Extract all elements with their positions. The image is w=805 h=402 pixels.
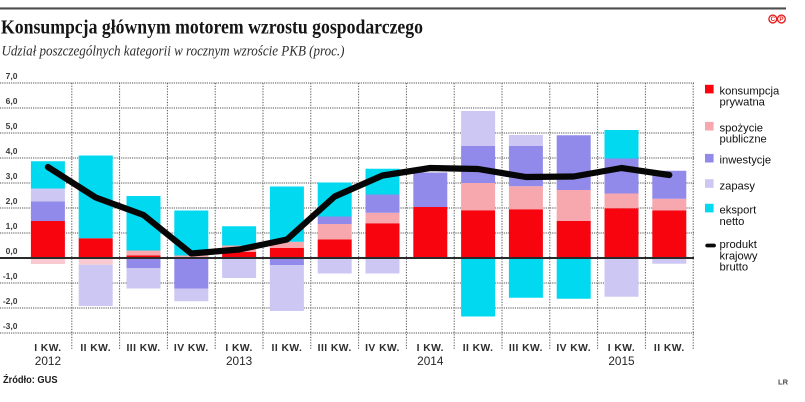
svg-text:IV KW.: IV KW. (556, 343, 591, 354)
svg-text:Źródło: GUS: Źródło: GUS (3, 373, 58, 386)
svg-text:Konsumpcja głównym motorem wzr: Konsumpcja głównym motorem wzrostu gospo… (1, 18, 423, 39)
svg-text:7,0: 7,0 (6, 71, 18, 81)
svg-text:II KW.: II KW. (272, 343, 303, 354)
svg-text:2014: 2014 (417, 354, 444, 368)
svg-text:I KW.: I KW. (34, 343, 61, 354)
svg-text:2012: 2012 (35, 354, 61, 368)
svg-text:IV KW.: IV KW. (365, 343, 400, 354)
svg-text:0,0: 0,0 (6, 246, 18, 256)
svg-text:spożycie: spożycie (720, 123, 764, 135)
svg-text:-2,0: -2,0 (3, 296, 18, 306)
svg-text:1,0: 1,0 (6, 221, 18, 231)
svg-text:2013: 2013 (226, 354, 253, 368)
svg-text:III KW.: III KW. (509, 343, 543, 354)
svg-text:III KW.: III KW. (318, 343, 352, 354)
svg-text:2015: 2015 (608, 354, 635, 368)
svg-text:III KW.: III KW. (126, 343, 160, 354)
svg-text:IV KW.: IV KW. (174, 343, 209, 354)
svg-text:eksport: eksport (720, 205, 758, 217)
svg-text:inwestycje: inwestycje (720, 155, 772, 167)
svg-text:II KW.: II KW. (463, 343, 494, 354)
svg-text:Udział poszczególnych kategori: Udział poszczególnych kategorii w roczny… (2, 44, 345, 60)
svg-text:produkt: produkt (720, 239, 758, 251)
svg-text:krajowy: krajowy (720, 250, 758, 262)
svg-text:brutto: brutto (720, 262, 749, 274)
svg-text:3,0: 3,0 (6, 171, 18, 181)
svg-text:5,0: 5,0 (6, 121, 18, 131)
svg-text:II KW.: II KW. (80, 343, 111, 354)
svg-text:II KW.: II KW. (654, 343, 685, 354)
svg-text:prywatna: prywatna (720, 96, 766, 108)
svg-text:2,0: 2,0 (6, 196, 18, 206)
svg-text:-1,0: -1,0 (3, 271, 18, 281)
svg-text:netto: netto (720, 216, 745, 228)
svg-text:I KW.: I KW. (417, 343, 444, 354)
svg-text:I KW.: I KW. (608, 343, 635, 354)
svg-text:-3,0: -3,0 (3, 321, 18, 331)
svg-text:6,0: 6,0 (6, 96, 18, 106)
svg-text:konsumpcja: konsumpcja (720, 86, 780, 98)
svg-text:C: C (771, 16, 776, 23)
svg-text:LR: LR (778, 378, 789, 387)
svg-text:4,0: 4,0 (6, 146, 18, 156)
svg-text:publiczne: publiczne (720, 134, 767, 146)
svg-text:P: P (779, 16, 783, 23)
svg-text:I KW.: I KW. (225, 343, 252, 354)
svg-text:zapasy: zapasy (720, 180, 756, 192)
